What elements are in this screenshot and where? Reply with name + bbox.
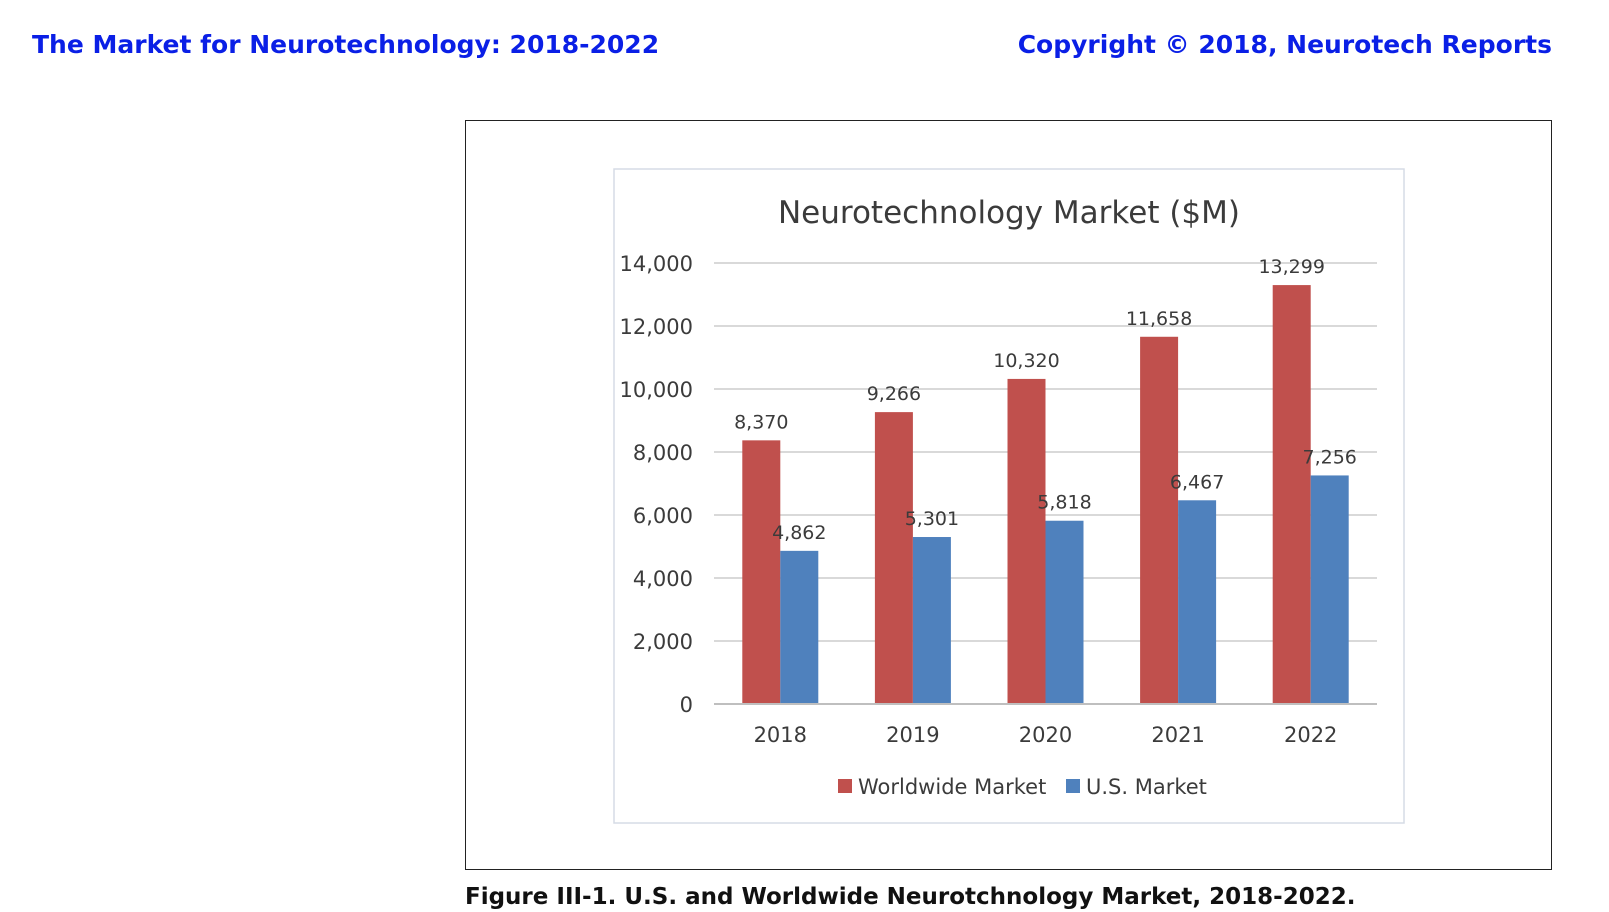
x-tick-label: 2018 (754, 723, 807, 747)
data-label: 10,320 (993, 350, 1059, 372)
x-tick-label: 2019 (886, 723, 939, 747)
chart-title: Neurotechnology Market ($M) (778, 195, 1240, 231)
legend-label: Worldwide Market (858, 775, 1046, 799)
x-tick-label: 2020 (1019, 723, 1072, 747)
data-label: 11,658 (1126, 308, 1192, 330)
bar-worldwide (874, 412, 913, 704)
x-tick-label: 2022 (1284, 723, 1337, 747)
bar-worldwide (1007, 378, 1046, 704)
bar-worldwide (1272, 285, 1311, 704)
data-label: 5,301 (905, 508, 959, 530)
bar-us (912, 537, 951, 704)
report-title: The Market for Neurotechnology: 2018-202… (32, 30, 660, 59)
data-label: 13,299 (1258, 256, 1324, 278)
y-tick-label: 14,000 (620, 252, 693, 276)
y-tick-label: 0 (680, 693, 693, 717)
bar-worldwide (742, 440, 781, 704)
y-tick-label: 6,000 (633, 504, 693, 528)
data-label: 9,266 (867, 383, 921, 405)
legend-label: U.S. Market (1086, 775, 1207, 799)
figure-frame: Neurotechnology Market ($M) 8,370 4,862 9,… (465, 120, 1552, 870)
bar-us (1178, 500, 1217, 704)
y-tick-label: 4,000 (633, 567, 693, 591)
figure-caption: Figure III-1. U.S. and Worldwide Neurotc… (465, 884, 1356, 910)
y-tick-label: 10,000 (620, 378, 693, 402)
legend-swatch (1066, 779, 1080, 793)
data-label: 6,467 (1170, 471, 1224, 493)
bars (742, 285, 1349, 704)
y-tick-label: 12,000 (620, 315, 693, 339)
bar-us (780, 550, 819, 704)
bar-us (1310, 475, 1349, 704)
y-tick-label: 8,000 (633, 441, 693, 465)
y-tick-label: 2,000 (633, 630, 693, 654)
legend: Worldwide Market U.S. Market (838, 775, 1207, 799)
legend-swatch (838, 779, 852, 793)
bar-worldwide (1140, 336, 1179, 704)
data-label: 8,370 (734, 411, 788, 433)
data-label: 7,256 (1302, 446, 1356, 468)
data-labels: 8,370 4,862 9,266 5,301 10,320 5,818 11,658 6,4… (734, 256, 1357, 544)
bar-us (1045, 520, 1084, 704)
copyright-notice: Copyright © 2018, Neurotech Reports (1017, 30, 1552, 59)
x-tick-label: 2021 (1151, 723, 1204, 747)
data-label: 5,818 (1037, 492, 1091, 514)
bar-chart: Neurotechnology Market ($M) 8,370 4,862 9,… (613, 168, 1405, 824)
axes: 0 2,000 4,000 6,000 8,000 10,000 12,000 14,000 2… (620, 252, 1377, 747)
data-label: 4,862 (772, 522, 826, 544)
